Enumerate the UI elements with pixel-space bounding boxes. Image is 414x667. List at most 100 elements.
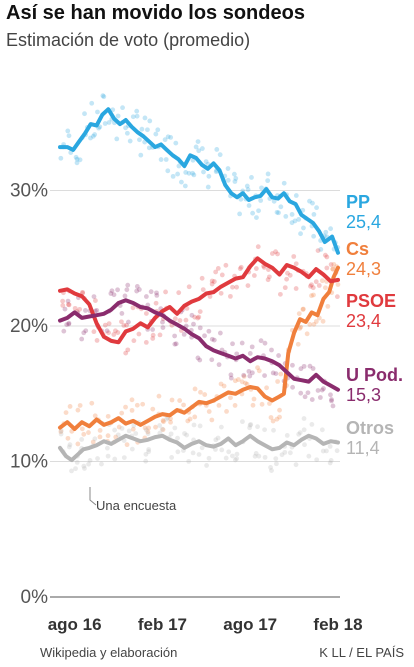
poll-dot — [87, 458, 93, 463]
poll-dot — [274, 461, 279, 467]
poll-dot — [69, 468, 74, 474]
poll-dot — [247, 422, 253, 428]
poll-dot — [160, 418, 166, 423]
poll-dot — [134, 288, 140, 294]
poll-dot — [245, 187, 251, 192]
poll-dot — [155, 127, 161, 133]
poll-dot — [244, 381, 250, 387]
poll-dot — [327, 460, 333, 466]
poll-dot — [265, 277, 271, 283]
poll-dot — [320, 448, 326, 454]
poll-dot — [213, 437, 219, 443]
poll-dot — [101, 94, 107, 100]
poll-dot — [255, 365, 260, 371]
poll-dot — [293, 462, 299, 468]
poll-dot — [143, 427, 149, 433]
poll-dot — [126, 428, 132, 434]
poll-dot — [175, 171, 180, 177]
poll-dot — [105, 445, 110, 451]
poll-dot — [172, 425, 178, 431]
poll-dot — [235, 377, 241, 382]
poll-dot — [334, 294, 340, 300]
series-line-otros — [58, 433, 340, 463]
poll-dot — [305, 390, 311, 396]
poll-dot — [241, 372, 247, 378]
poll-dot — [251, 396, 257, 402]
poll-dot — [99, 461, 104, 467]
poll-dot — [92, 413, 98, 419]
poll-dot — [273, 249, 278, 255]
poll-dot — [73, 154, 79, 160]
poll-dot — [317, 395, 323, 400]
poll-dot — [105, 413, 111, 419]
poll-dot — [119, 311, 125, 316]
poll-dot — [309, 421, 315, 427]
poll-dot — [329, 398, 334, 404]
poll-dot — [278, 204, 284, 210]
x-tick-label: ago 17 — [223, 615, 277, 634]
poll-dot — [223, 455, 229, 461]
poll-dot — [221, 383, 227, 389]
poll-dot — [115, 287, 120, 293]
poll-dot — [169, 397, 175, 403]
poll-dot — [81, 330, 87, 336]
poll-dot — [61, 328, 67, 334]
poll-dot — [270, 370, 276, 376]
poll-dot — [150, 336, 156, 341]
poll-dot — [191, 172, 197, 178]
poll-dot — [124, 322, 129, 328]
poll-dot — [287, 450, 293, 456]
poll-dot — [92, 436, 98, 442]
poll-dot — [298, 366, 304, 372]
poll-dot — [249, 370, 255, 376]
poll-dot — [296, 311, 302, 317]
poll-dot — [315, 388, 321, 393]
series-label-name: PSOE — [346, 291, 396, 311]
poll-dot — [323, 229, 329, 235]
poll-dot — [252, 453, 258, 459]
poll-dot — [154, 292, 160, 298]
poll-dot — [247, 425, 252, 431]
poll-dot — [234, 451, 240, 457]
poll-dot — [125, 319, 131, 325]
poll-dot — [309, 293, 314, 299]
poll-dot — [175, 449, 181, 455]
poll-dot — [190, 170, 195, 176]
poll-dot — [183, 317, 189, 323]
poll-dot — [215, 266, 221, 271]
poll-dot — [129, 407, 135, 413]
poll-dot — [181, 402, 186, 408]
poll-dot — [199, 445, 205, 451]
y-tick-label: 0% — [21, 587, 49, 608]
poll-dot — [279, 452, 285, 458]
poll-dot — [75, 441, 81, 447]
poll-dot — [262, 340, 268, 346]
poll-dot — [58, 155, 64, 161]
poll-dot — [133, 431, 139, 436]
poll-dot — [293, 193, 299, 198]
poll-dot — [296, 431, 302, 437]
x-tick-label: feb 18 — [313, 615, 362, 634]
x-tick-label: ago 16 — [48, 615, 102, 634]
poll-dot — [216, 362, 222, 368]
poll-dot — [289, 212, 295, 217]
poll-dot — [129, 397, 135, 403]
chart-title: Así se han movido los sondeos — [6, 2, 305, 24]
poll-dot — [195, 355, 201, 361]
series-lines-layer — [58, 107, 340, 463]
poll-dot — [298, 231, 303, 237]
poll-dot — [112, 456, 118, 462]
poll-dot — [209, 336, 215, 342]
poll-dot — [319, 427, 325, 433]
series-line-pp — [58, 107, 340, 255]
poll-dot — [291, 254, 297, 259]
poll-dot — [219, 272, 225, 278]
poll-dot — [79, 336, 85, 342]
poll-dot — [187, 416, 193, 422]
poll-dot — [320, 318, 326, 324]
poll-dot — [278, 371, 284, 377]
poll-dot — [247, 351, 253, 356]
poll-dot — [79, 426, 85, 432]
poll-dot — [302, 394, 308, 400]
poll-dot — [130, 305, 136, 311]
